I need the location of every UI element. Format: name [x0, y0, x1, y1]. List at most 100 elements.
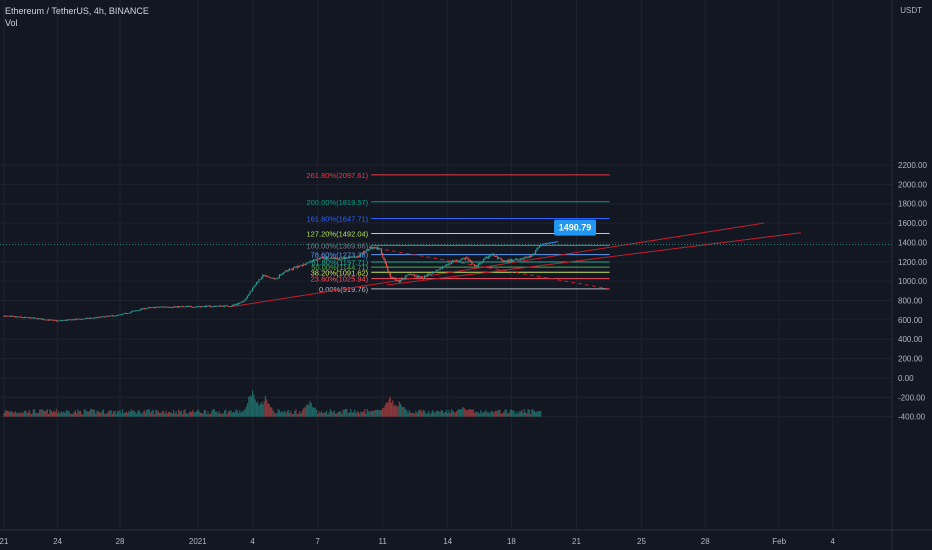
- volume-bar: [185, 413, 187, 417]
- volume-bar: [51, 412, 54, 417]
- candle-body: [204, 306, 206, 307]
- volume-bar: [21, 411, 23, 417]
- volume-bar: [258, 405, 260, 417]
- candle-body: [87, 317, 89, 319]
- volume-bar: [398, 401, 400, 417]
- candle-body: [447, 264, 449, 266]
- candle-body: [150, 307, 152, 309]
- trendline[interactable]: [230, 222, 764, 308]
- volume-bar: [485, 409, 487, 417]
- volume-bar: [449, 412, 451, 417]
- candle-body: [340, 259, 342, 261]
- volume-bar: [301, 410, 303, 417]
- volume-bar: [244, 409, 246, 417]
- volume-bar: [45, 410, 47, 417]
- candle-body: [48, 319, 50, 321]
- candle-body: [118, 314, 120, 316]
- volume-bar: [466, 409, 468, 417]
- candle-body: [71, 319, 73, 321]
- candle-body: [357, 255, 359, 257]
- volume-bar: [435, 410, 437, 417]
- candle-body: [275, 278, 277, 280]
- volume-bar: [387, 402, 389, 417]
- volume-bar: [346, 409, 348, 417]
- volume-bar: [172, 410, 175, 417]
- volume-bar: [53, 410, 55, 417]
- candle-body: [4, 315, 6, 317]
- candle-body: [499, 257, 501, 259]
- candle-body: [194, 306, 196, 308]
- price-axis-panel[interactable]: [892, 0, 932, 550]
- candle-body: [429, 273, 431, 275]
- symbol-title[interactable]: Ethereum / TetherUS, 4h, BINANCE: [5, 6, 149, 16]
- volume-bar: [514, 413, 516, 417]
- price-callout[interactable]: [554, 219, 597, 236]
- volume-bar: [246, 403, 249, 417]
- volume-bar: [266, 399, 268, 417]
- candle-body: [60, 320, 62, 322]
- trendline[interactable]: [386, 232, 801, 286]
- candle-body: [399, 280, 402, 283]
- volume-bar: [118, 411, 120, 417]
- volume-bar: [269, 407, 272, 417]
- fib-level-label: 261.80%(2097.61): [306, 171, 368, 180]
- candle-body: [86, 317, 88, 319]
- candle-body: [280, 274, 282, 276]
- candle-body: [470, 260, 472, 262]
- candle-body: [283, 271, 286, 273]
- candle-body: [102, 316, 104, 318]
- volume-bar: [452, 410, 454, 417]
- volume-bar: [59, 413, 61, 417]
- volume-indicator-label[interactable]: Vol: [5, 18, 18, 28]
- quote-currency[interactable]: USDT: [900, 6, 922, 15]
- candle-body: [119, 314, 121, 316]
- volume-bar: [450, 409, 453, 417]
- candle-body: [226, 305, 228, 307]
- candle-body: [490, 254, 492, 256]
- volume-bar: [351, 412, 353, 417]
- volume-bar: [161, 411, 163, 417]
- candle-body: [128, 313, 130, 314]
- time-tick-label: 28: [116, 537, 125, 546]
- volume-bar: [115, 413, 117, 417]
- volume-bar: [278, 410, 280, 417]
- volume-bar: [25, 410, 27, 417]
- candle-body: [227, 306, 229, 307]
- candle-body: [201, 306, 203, 308]
- candle-body: [238, 303, 240, 304]
- candle-body: [65, 319, 68, 321]
- candle-body: [185, 306, 187, 308]
- volume-bar: [11, 411, 13, 417]
- candle-body: [213, 306, 215, 307]
- volume-bar: [366, 409, 368, 417]
- candle-body: [309, 261, 311, 263]
- candle-body: [272, 278, 274, 280]
- chart-legend: Ethereum / TetherUS, 4h, BINANCE Vol: [5, 5, 149, 29]
- candle-body: [315, 258, 317, 260]
- volume-bar: [397, 406, 399, 417]
- candle-body: [402, 278, 404, 280]
- candle-body: [336, 258, 338, 259]
- volume-bar: [504, 409, 506, 417]
- price-tick-label: 200.00: [898, 355, 923, 364]
- volume-bar: [526, 413, 528, 417]
- trendline[interactable]: [371, 246, 610, 290]
- volume-bar: [192, 409, 194, 417]
- candle-body: [475, 265, 477, 267]
- volume-bar: [8, 411, 10, 417]
- candle-body: [169, 307, 171, 309]
- candle-body: [482, 259, 484, 262]
- candle-body: [305, 262, 307, 265]
- volume-bar: [255, 402, 258, 417]
- fib-level-label: 38.20%(1091.62): [311, 268, 369, 277]
- candle-body: [456, 260, 458, 262]
- candle-body: [120, 314, 122, 316]
- volume-bar: [370, 410, 372, 417]
- price-tick-label: -200.00: [898, 393, 926, 402]
- volume-bar: [212, 408, 214, 417]
- volume-bar: [369, 412, 371, 417]
- candle-body: [300, 264, 302, 266]
- candle-body: [82, 318, 84, 320]
- candle-body: [174, 306, 176, 308]
